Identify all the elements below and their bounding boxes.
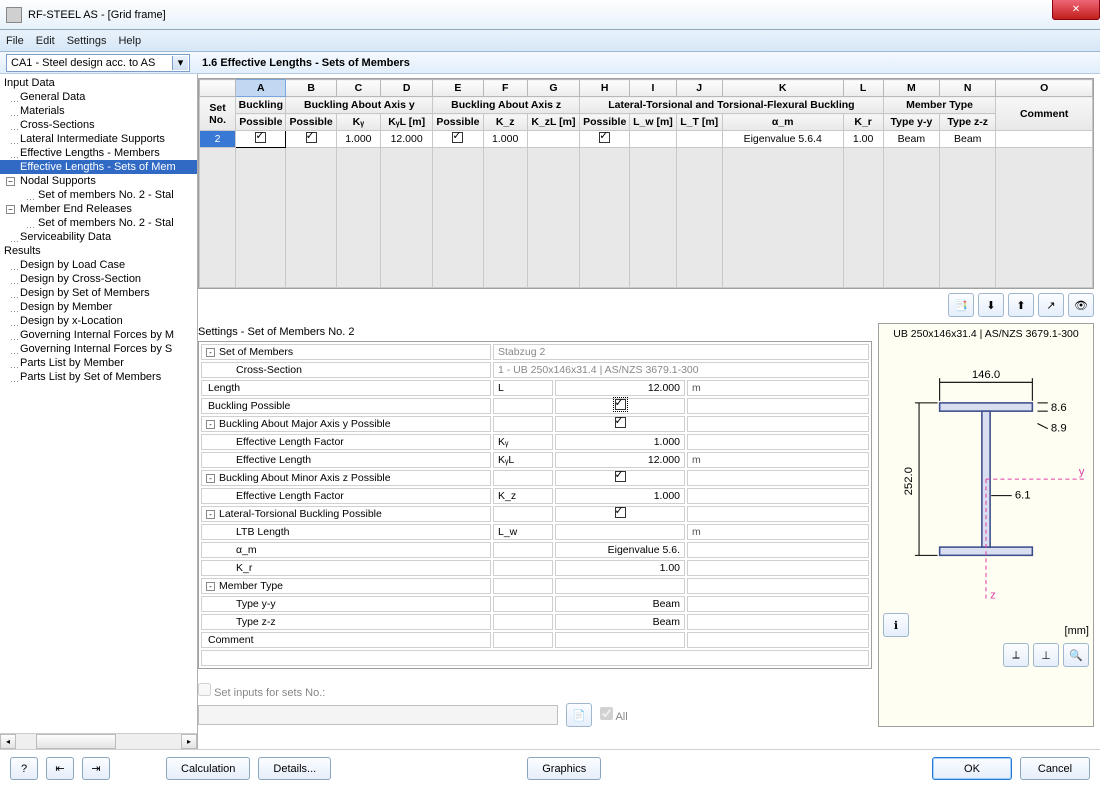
app-icon [6, 7, 22, 23]
details-button[interactable]: Details... [258, 757, 331, 780]
case-combo[interactable]: CA1 - Steel design acc. to AS ▾ [6, 54, 190, 72]
menubar: File Edit Settings Help [0, 30, 1100, 52]
titlebar: RF-STEEL AS - [Grid frame] ✕ [0, 0, 1100, 30]
next-button[interactable]: ⇥ [82, 757, 110, 780]
tree-item[interactable]: ⋯Design by Cross-Section [0, 272, 197, 286]
prev-button[interactable]: ⇤ [46, 757, 74, 780]
cancel-button[interactable]: Cancel [1020, 757, 1090, 780]
tree-item[interactable]: ⋯Lateral Intermediate Supports [0, 132, 197, 146]
grid-toolbar: 📑 ⬇ ⬆ ↗ 👁 [198, 291, 1094, 323]
svg-text:146.0: 146.0 [972, 369, 1000, 381]
eye-icon[interactable]: 👁 [1068, 293, 1094, 317]
help-button[interactable]: ? [10, 757, 38, 780]
sort-desc-icon[interactable]: ⬆ [1008, 293, 1034, 317]
tree-item[interactable]: ⋯Materials [0, 104, 197, 118]
svg-text:z: z [990, 590, 996, 602]
section-svg: 146.0 252.0 8.6 8.9 6.1 [883, 340, 1089, 610]
tree-item-selected[interactable]: Effective Lengths - Sets of Mem [0, 160, 197, 174]
tree-item[interactable]: ⋯Governing Internal Forces by S [0, 342, 197, 356]
tree-item[interactable]: ⋯Serviceability Data [0, 230, 197, 244]
pick-members-icon[interactable]: 📑 [948, 293, 974, 317]
footer: ? ⇤ ⇥ Calculation Details... Graphics OK… [0, 749, 1100, 787]
pick-icon: 📄 [566, 703, 592, 727]
pointer-icon[interactable]: ↗ [1038, 293, 1064, 317]
section-preview: UB 250x146x31.4 | AS/NZS 3679.1-300 146.… [878, 323, 1094, 727]
info-icon[interactable]: ℹ [883, 613, 909, 637]
tree-item[interactable]: ⋯Design by x-Location [0, 314, 197, 328]
tree-item[interactable]: ⋯Design by Set of Members [0, 286, 197, 300]
menu-help[interactable]: Help [118, 35, 141, 47]
svg-text:8.9: 8.9 [1051, 423, 1067, 435]
chevron-down-icon: ▾ [172, 56, 188, 70]
panel-title: 1.6 Effective Lengths - Sets of Members [196, 57, 410, 69]
sort-asc-icon[interactable]: ⬇ [978, 293, 1004, 317]
tree-item[interactable]: ⋯Design by Load Case [0, 258, 197, 272]
tree-item[interactable]: ⋯Governing Internal Forces by M [0, 328, 197, 342]
tree-item[interactable]: ⋯Set of members No. 2 - Stal [0, 188, 197, 202]
preview-unit: [mm] [1065, 625, 1089, 637]
navigator-tree: Input Data ⋯General Data ⋯Materials ⋯Cro… [0, 74, 198, 749]
property-grid[interactable]: -Set of MembersStabzug 2Cross-Section1 -… [198, 341, 872, 669]
menu-file[interactable]: File [6, 35, 24, 47]
case-combo-value: CA1 - Steel design acc. to AS [11, 57, 155, 69]
tree-nodal-supports[interactable]: −Nodal Supports [0, 174, 197, 188]
all-checkbox: All [600, 707, 628, 723]
tree-results[interactable]: Results [0, 244, 197, 258]
scroll-right-icon[interactable]: ▸ [181, 734, 197, 749]
window-title: RF-STEEL AS - [Grid frame] [28, 9, 166, 21]
scroll-left-icon[interactable]: ◂ [0, 734, 16, 749]
tree-item[interactable]: ⋯Parts List by Set of Members [0, 370, 197, 384]
tree-item[interactable]: ⋯Design by Member [0, 300, 197, 314]
tree-item[interactable]: ⋯Set of members No. 2 - Stal [0, 216, 197, 230]
svg-text:8.6: 8.6 [1051, 402, 1067, 414]
svg-text:y: y [1079, 466, 1085, 478]
topbar: CA1 - Steel design acc. to AS ▾ 1.6 Effe… [0, 52, 1100, 74]
svg-text:252.0: 252.0 [903, 467, 915, 495]
data-grid[interactable]: ABCDEFGHIJKLMNO SetNo. Buckling Buckling… [198, 78, 1094, 289]
menu-edit[interactable]: Edit [36, 35, 55, 47]
tree-hscroll[interactable]: ◂ ▸ [0, 733, 197, 749]
tree-item[interactable]: ⋯General Data [0, 90, 197, 104]
tree-member-end-releases[interactable]: −Member End Releases [0, 202, 197, 216]
zoom-icon[interactable]: 🔍 [1063, 643, 1089, 667]
ok-button[interactable]: OK [932, 757, 1012, 780]
preview-title: UB 250x146x31.4 | AS/NZS 3679.1-300 [883, 328, 1089, 340]
axes-icon[interactable]: ⊥ [1033, 643, 1059, 667]
settings-title: Settings - Set of Members No. 2 [198, 323, 872, 341]
set-inputs-checkbox[interactable]: Set inputs for sets No.: [198, 687, 325, 699]
tree-input-data[interactable]: Input Data [0, 76, 197, 90]
svg-text:6.1: 6.1 [1015, 490, 1031, 502]
tree-item[interactable]: ⋯Parts List by Member [0, 356, 197, 370]
graphics-button[interactable]: Graphics [527, 757, 601, 780]
close-button[interactable]: ✕ [1052, 0, 1100, 20]
tree-item[interactable]: ⋯Cross-Sections [0, 118, 197, 132]
scroll-thumb[interactable] [36, 734, 116, 749]
menu-settings[interactable]: Settings [67, 35, 107, 47]
tree-item[interactable]: ⋯Effective Lengths - Members [0, 146, 197, 160]
dimension-icon[interactable]: ⟂ [1003, 643, 1029, 667]
set-inputs-field [198, 705, 558, 725]
calculation-button[interactable]: Calculation [166, 757, 250, 780]
